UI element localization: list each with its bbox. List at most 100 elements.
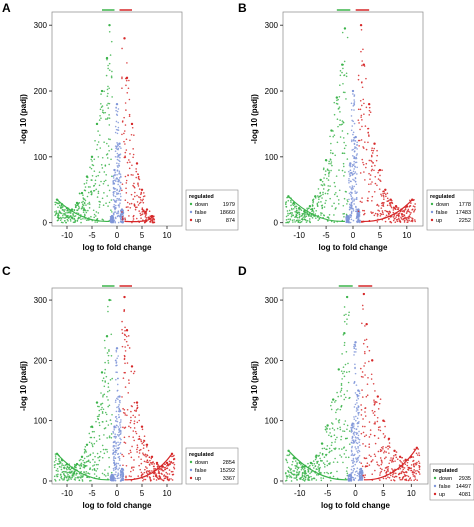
cloud-point (294, 464, 296, 467)
cloud-point (130, 193, 133, 196)
cloud-point (304, 471, 307, 473)
cloud-point (123, 338, 126, 341)
cloud-point (104, 111, 107, 114)
cloud-point (103, 372, 106, 374)
cloud-point (115, 217, 117, 220)
cloud-point (341, 448, 343, 450)
cloud-point (111, 413, 113, 416)
cloud-point (356, 221, 359, 223)
cloud-point (343, 215, 345, 218)
cloud-point (322, 188, 325, 190)
cloud-point (104, 361, 106, 364)
cloud-point (103, 90, 105, 93)
cloud-point (290, 214, 293, 216)
cloud-point (77, 212, 80, 215)
cloud-point (391, 475, 394, 478)
cloud-point (348, 179, 350, 182)
cloud-point (363, 365, 365, 367)
cloud-point (119, 173, 122, 175)
cloud-point (362, 161, 364, 164)
cloud-point (335, 175, 338, 177)
cloud-point (173, 458, 176, 460)
cloud-point (357, 78, 360, 81)
cloud-point (130, 202, 133, 205)
cloud-point (116, 162, 118, 164)
cloud-point (326, 168, 329, 171)
cloud-point (137, 204, 140, 206)
cloud-point (105, 202, 107, 205)
cloud-point (330, 435, 333, 438)
cloud-point (59, 219, 62, 222)
cloud-point (408, 211, 411, 213)
cloud-point (57, 212, 59, 215)
cloud-point (98, 421, 101, 424)
cloud-point (62, 466, 65, 469)
cloud-point (53, 466, 56, 469)
cloud-point (414, 208, 416, 211)
cloud-point (388, 476, 391, 479)
cloud-point (165, 471, 168, 474)
cloud-point (356, 467, 359, 469)
cloud-point (293, 203, 296, 206)
cloud-point (116, 377, 119, 380)
cloud-point (301, 465, 304, 467)
cloud-point (61, 464, 63, 467)
cloud-point (128, 347, 131, 349)
cloud-point (382, 448, 384, 450)
data-point (165, 461, 169, 465)
cloud-point (129, 206, 132, 209)
cloud-point (353, 416, 355, 418)
cloud-point (365, 434, 368, 436)
cloud-point (110, 423, 113, 425)
cloud-point (102, 408, 105, 411)
cloud-point (105, 173, 108, 176)
cloud-point (108, 87, 110, 90)
cloud-point (120, 432, 122, 434)
cloud-point (355, 410, 358, 412)
cloud-point (107, 472, 109, 475)
cloud-point (112, 452, 115, 454)
cloud-point (411, 220, 414, 223)
cloud-point (364, 325, 366, 327)
cloud-point (324, 192, 327, 195)
cloud-point (67, 478, 70, 481)
cloud-point (354, 463, 356, 466)
data-point (130, 122, 134, 126)
legend-swatch-down (433, 476, 437, 480)
y-axis-label: -log 10 (padj) (250, 94, 259, 144)
cloud-point (107, 359, 109, 362)
cloud-point (137, 456, 140, 458)
cloud-point (371, 473, 374, 476)
cloud-point (418, 462, 421, 464)
cloud-point (354, 446, 357, 448)
cloud-point (145, 471, 148, 474)
cloud-point (153, 478, 155, 480)
cloud-point (115, 426, 117, 429)
cloud-point (342, 162, 345, 165)
legend-box (429, 463, 474, 501)
cloud-point (116, 188, 119, 191)
cloud-point (385, 446, 387, 449)
cloud-point (376, 184, 378, 187)
cloud-point (356, 474, 359, 477)
cloud-point (109, 219, 112, 222)
series-down (284, 27, 349, 224)
cloud-point (53, 475, 56, 478)
cloud-point (349, 186, 351, 188)
cloud-point (115, 109, 117, 112)
cloud-point (353, 427, 356, 430)
cloud-point (344, 91, 346, 94)
cloud-point (119, 401, 121, 404)
cloud-point (357, 412, 360, 415)
cloud-point (383, 457, 386, 460)
cloud-point (353, 199, 355, 202)
cloud-point (58, 479, 61, 481)
cloud-point (125, 335, 128, 338)
cloud-point (114, 150, 117, 152)
cloud-point (405, 218, 408, 221)
cloud-point (151, 456, 153, 458)
cloud-point (300, 466, 303, 469)
cloud-point (338, 123, 341, 126)
cloud-point (410, 479, 413, 481)
